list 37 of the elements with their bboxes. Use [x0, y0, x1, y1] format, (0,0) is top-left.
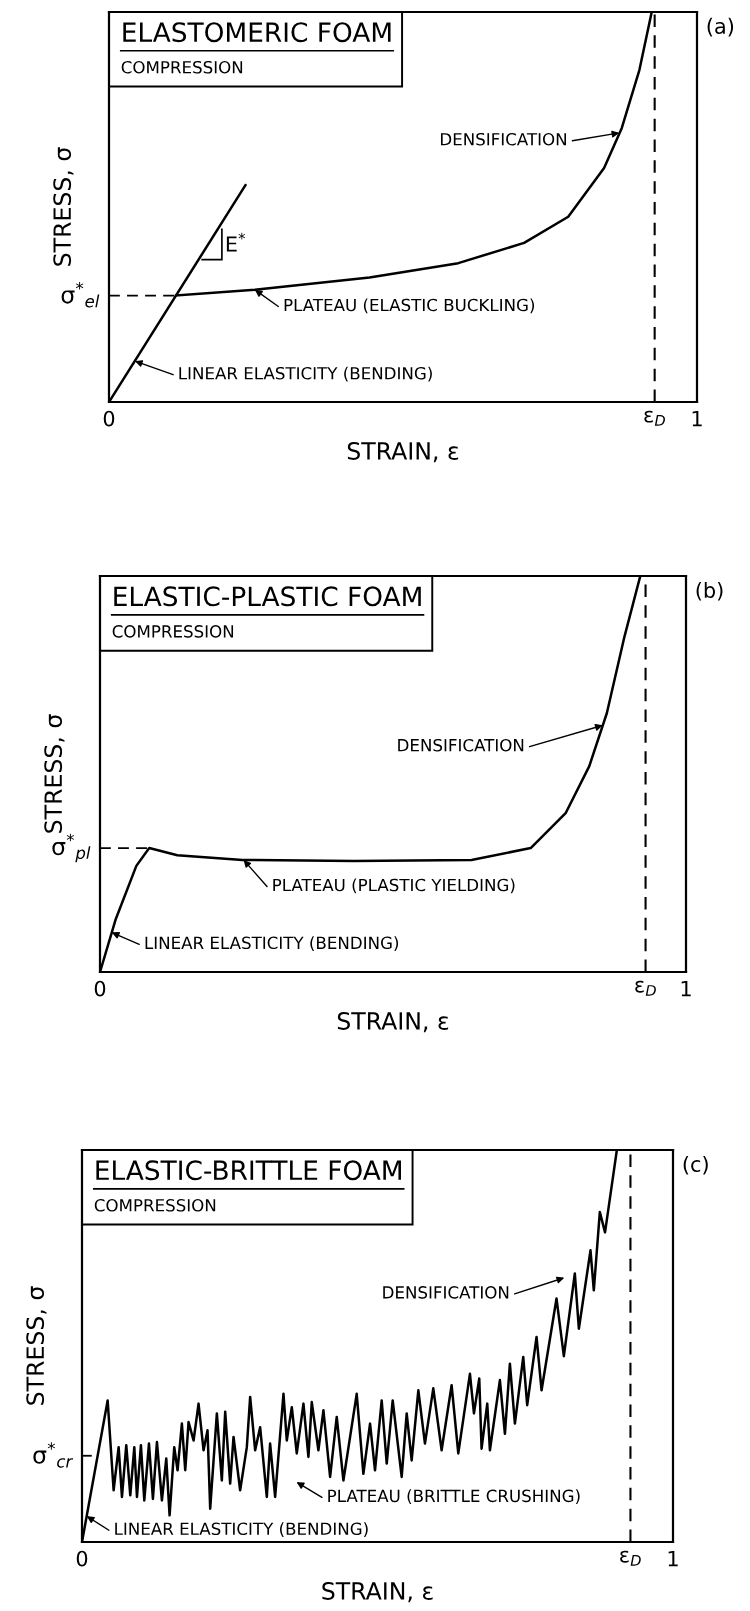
annotation: PLATEAU (BRITTLE CRUSHING)	[328, 1489, 580, 1505]
y-axis-title: STRESS, σ	[53, 147, 74, 266]
chart-title: ELASTOMERIC FOAM	[123, 22, 391, 43]
text: (c)	[683, 1155, 708, 1175]
text: COMPRESSION	[112, 625, 234, 638]
ref-line-label: ε$_{D}$	[644, 410, 665, 426]
text: COMPRESSION	[121, 60, 243, 74]
chart-title: ELASTIC-PLASTIC FOAM	[114, 586, 421, 607]
annotation: LINEAR ELASTICITY (BENDING)	[115, 1522, 368, 1538]
ref-line-label: ε$_{D}$	[635, 980, 656, 996]
ref-line-label: ε$_{D}$	[620, 1550, 641, 1566]
x-axis-title: STRAIN, ε	[322, 1582, 433, 1603]
annotation: E$^{*}$	[226, 232, 246, 252]
annotation: LINEAR ELASTICITY (BENDING)	[179, 366, 432, 382]
x-axis-title: STRAIN, ε	[347, 442, 459, 463]
text: COMPRESSION	[94, 1198, 216, 1212]
annotation: PLATEAU (ELASTIC BUCKLING)	[284, 298, 535, 314]
x-tick-label: 0	[103, 410, 115, 427]
ref-line-label: σ$^{*}$$_{pl}$	[52, 833, 91, 863]
x-tick-label: 1	[681, 980, 691, 997]
ref-line-label: σ$^{*}$$_{el}$	[61, 282, 100, 308]
annotation: DENSIFICATION	[398, 738, 524, 752]
ref-line-label: σ$^{*}$$_{cr}$	[33, 1442, 74, 1468]
annotation: LINEAR ELASTICITY (BENDING)	[145, 936, 399, 952]
chart-title: ELASTIC-BRITTLE FOAM	[96, 1160, 401, 1181]
x-tick-label: 0	[76, 1550, 88, 1567]
text: (a)	[707, 17, 734, 37]
x-axis-title: STRAIN, ε	[337, 1012, 449, 1033]
annotation: PLATEAU (PLASTIC YIELDING)	[273, 878, 515, 894]
annotation: DENSIFICATION	[441, 132, 566, 146]
x-tick-label: 1	[692, 410, 702, 427]
y-axis-title: STRESS, σ	[26, 1286, 47, 1405]
annotation: DENSIFICATION	[383, 1286, 509, 1299]
x-tick-label: 1	[668, 1550, 678, 1567]
x-tick-label: 0	[94, 980, 106, 997]
y-axis-title: STRESS, σ	[44, 714, 65, 833]
text: (b)	[696, 581, 723, 601]
